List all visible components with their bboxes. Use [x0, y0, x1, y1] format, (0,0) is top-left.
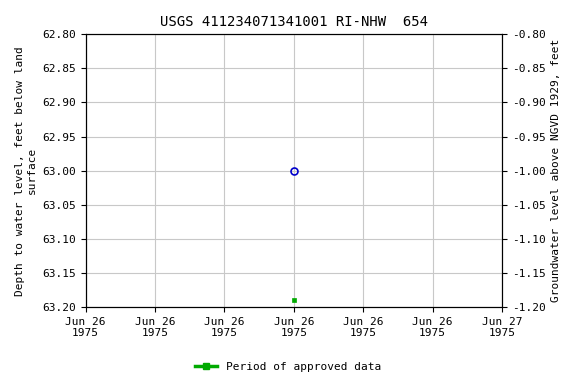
Title: USGS 411234071341001 RI-NHW  654: USGS 411234071341001 RI-NHW 654: [160, 15, 428, 29]
Legend: Period of approved data: Period of approved data: [191, 358, 385, 377]
Y-axis label: Groundwater level above NGVD 1929, feet: Groundwater level above NGVD 1929, feet: [551, 39, 561, 302]
Y-axis label: Depth to water level, feet below land
surface: Depth to water level, feet below land su…: [15, 46, 37, 296]
